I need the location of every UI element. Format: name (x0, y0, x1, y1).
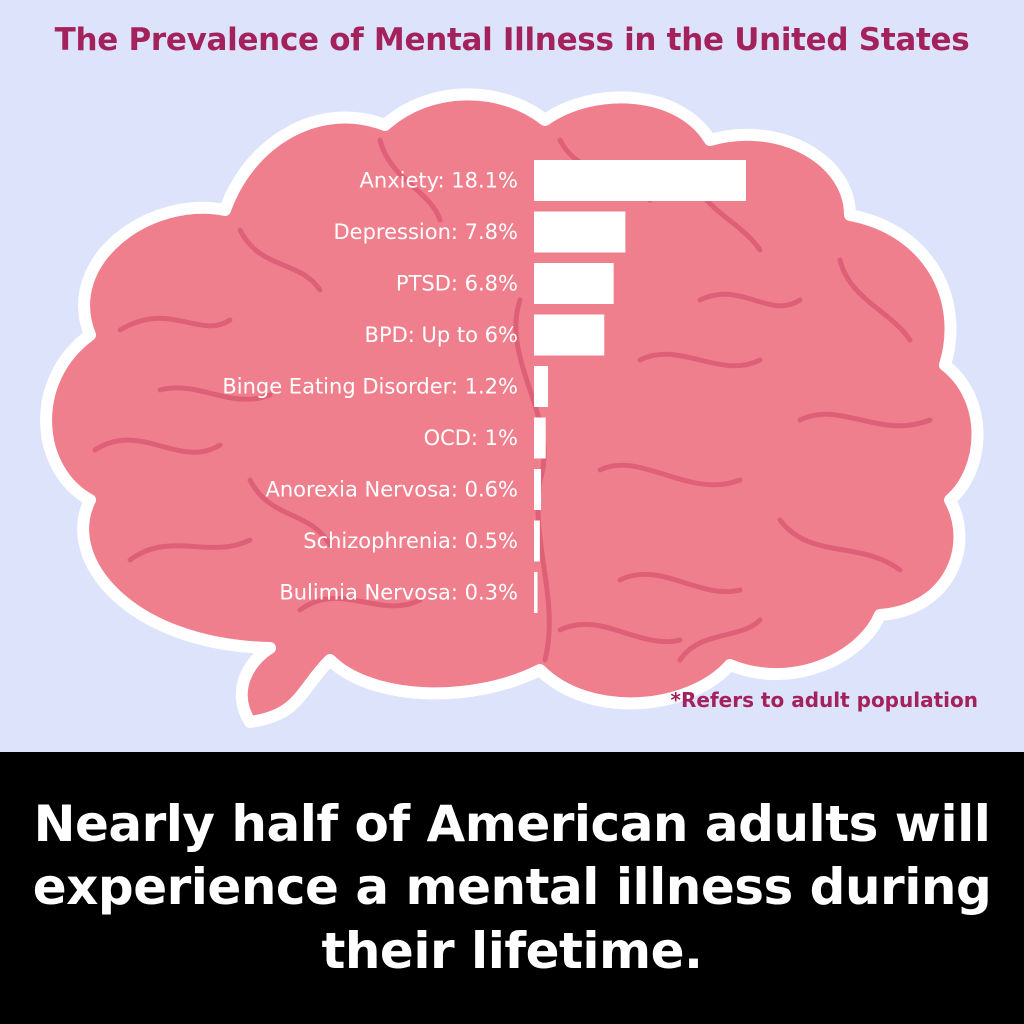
bar-chart: Anxiety: 18.1% Depression: 7.8% PTSD: 6.8%… (222, 160, 746, 613)
bar-7 (534, 520, 540, 562)
bar-4 (534, 366, 549, 407)
bar-label-2: PTSD: 6.8% (396, 272, 518, 296)
bar-6 (534, 469, 542, 510)
footnote: *Refers to adult population (670, 688, 978, 712)
bar-2 (534, 263, 614, 304)
bar-1 (534, 211, 626, 253)
bar-label-7: Schizophrenia: 0.5% (303, 529, 518, 553)
bar-label-6: Anorexia Nervosa: 0.6% (265, 478, 518, 502)
banner-text: Nearly half of American adults will expe… (32, 794, 992, 980)
bar-label-5: OCD: 1% (424, 426, 518, 450)
chart-title: The Prevalence of Mental Illness in the … (54, 22, 970, 58)
bar-label-1: Depression: 7.8% (334, 220, 519, 244)
bar-label-8: Bulimia Nervosa: 0.3% (279, 581, 518, 605)
bar-3 (534, 314, 605, 356)
bar-label-0: Anxiety: 18.1% (360, 169, 518, 193)
brain-shape (40, 88, 984, 728)
bar-8 (534, 572, 538, 613)
bottom-banner: Nearly half of American adults will expe… (0, 752, 1024, 1024)
bar-0 (534, 160, 746, 201)
bar-label-3: BPD: Up to 6% (365, 323, 518, 347)
bar-5 (534, 417, 546, 459)
bar-label-4: Binge Eating Disorder: 1.2% (222, 375, 518, 399)
